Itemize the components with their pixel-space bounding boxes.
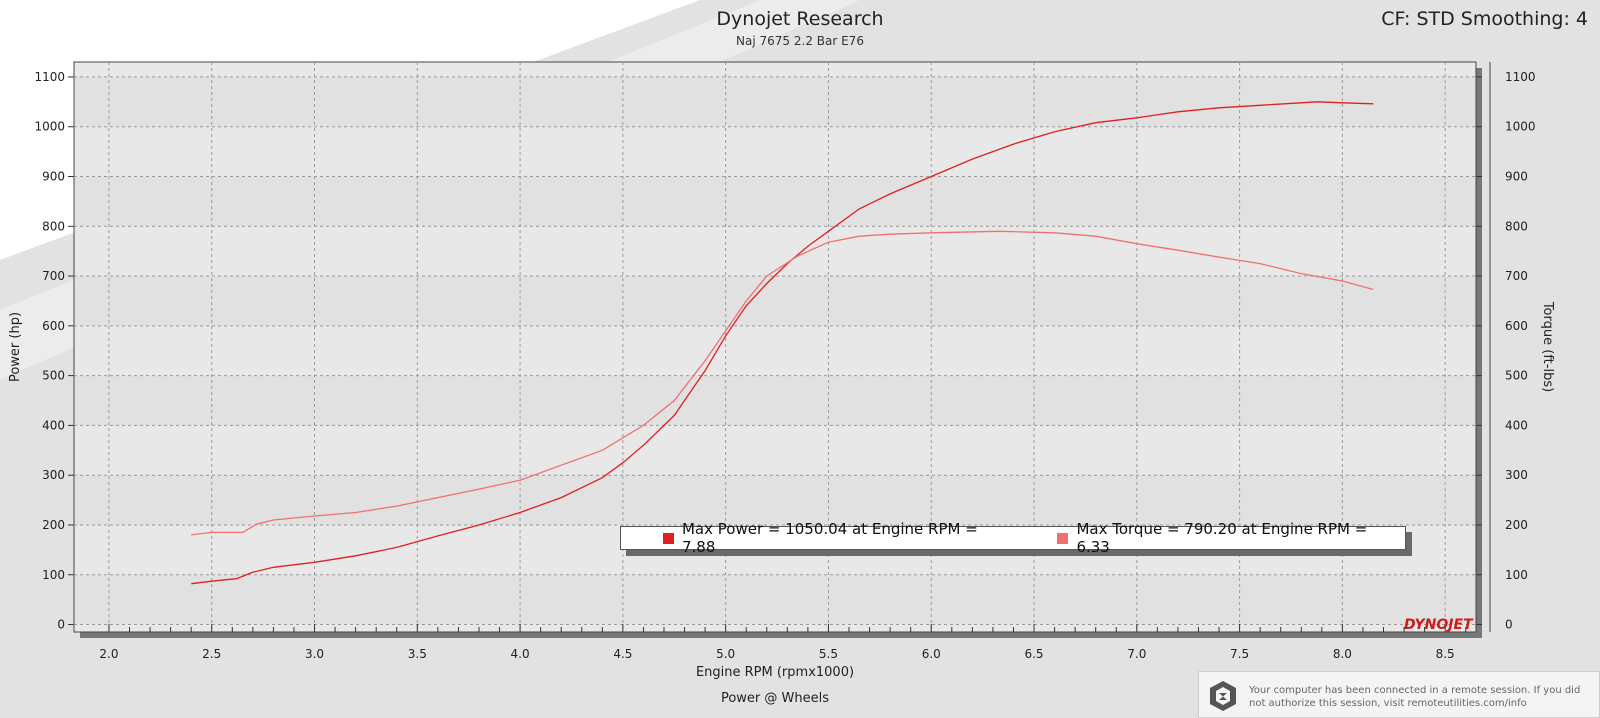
chart-subtitle: Naj 7675 2.2 Bar E76 <box>736 34 864 48</box>
y-tick-label-right: 1000 <box>1505 120 1536 134</box>
x-tick-label: 2.5 <box>202 647 221 661</box>
dynojet-logo: DYNOJET <box>1404 617 1473 633</box>
legend-label-power: Max Power = 1050.04 at Engine RPM = 7.88 <box>681 520 978 556</box>
y-tick-label-left: 900 <box>42 169 65 183</box>
y-tick-label-left: 100 <box>42 568 65 582</box>
x-tick-label: 4.5 <box>613 647 632 661</box>
x-tick-label: 6.5 <box>1024 647 1043 661</box>
x-axis-title: Engine RPM (rpmx1000) <box>696 665 854 680</box>
y-tick-label-right: 100 <box>1505 568 1528 582</box>
remote-session-icon <box>1210 681 1236 711</box>
plot-band <box>75 276 1475 326</box>
legend: Max Power = 1050.04 at Engine RPM = 7.88… <box>620 520 1406 556</box>
x-tick-label: 8.5 <box>1436 647 1455 661</box>
x-tick-label: 5.5 <box>819 647 838 661</box>
y-tick-label-left: 400 <box>42 418 65 432</box>
x-tick-label: 3.0 <box>305 647 324 661</box>
x-tick-label: 6.0 <box>922 647 941 661</box>
y-tick-label-right: 400 <box>1505 418 1528 432</box>
y-axis-title-right: Torque (ft-lbs) <box>1540 301 1555 392</box>
x-tick-label: 2.0 <box>99 647 118 661</box>
series-line-torque <box>191 230 1374 536</box>
y-tick-label-right: 0 <box>1505 618 1513 632</box>
plot-band <box>75 574 1475 625</box>
y-tick-label-right: 300 <box>1505 468 1528 482</box>
remote-session-notice[interactable]: Your computer has been connected in a re… <box>1198 671 1600 718</box>
plot-band <box>75 76 1475 127</box>
x-tick-label: 7.0 <box>1127 647 1146 661</box>
legend-swatch-power <box>663 532 674 544</box>
y-tick-label-left: 600 <box>42 319 65 333</box>
y-tick-label-right: 500 <box>1505 369 1528 383</box>
y-tick-label-left: 700 <box>42 269 65 283</box>
legend-item-power: Max Power = 1050.04 at Engine RPM = 7.88 <box>663 520 1015 556</box>
y-tick-label-right: 1100 <box>1505 70 1536 84</box>
y-tick-label-right: 200 <box>1505 518 1528 532</box>
y-tick-label-left: 300 <box>42 468 65 482</box>
chart-title: Dynojet Research <box>716 8 884 30</box>
plot-band <box>75 475 1475 525</box>
y-axis-title-left: Power (hp) <box>8 312 23 382</box>
y-tick-label-right: 800 <box>1505 219 1528 233</box>
chart-footer: Power @ Wheels <box>721 691 829 706</box>
y-tick-label-left: 800 <box>42 219 65 233</box>
y-tick-label-right: 700 <box>1505 269 1528 283</box>
y-tick-label-right: 900 <box>1505 169 1528 183</box>
y-tick-label-right: 600 <box>1505 319 1528 333</box>
remote-session-text: Your computer has been connected in a re… <box>1249 685 1581 709</box>
y-tick-label-left: 0 <box>57 618 65 632</box>
correction-factor-label: CF: STD Smoothing: 4 <box>1381 8 1588 30</box>
plot-band <box>75 176 1475 227</box>
legend-item-torque: Max Torque = 790.20 at Engine RPM = 6.33 <box>1057 520 1405 556</box>
y-tick-label-left: 200 <box>42 518 65 532</box>
x-tick-label: 3.5 <box>408 647 427 661</box>
plot-band <box>75 375 1475 426</box>
x-tick-label: 8.0 <box>1333 647 1352 661</box>
legend-swatch-torque <box>1057 532 1069 544</box>
y-tick-label-left: 1000 <box>34 120 65 134</box>
x-tick-label: 5.0 <box>716 647 735 661</box>
x-tick-label: 7.5 <box>1230 647 1249 661</box>
y-tick-label-left: 500 <box>42 369 65 383</box>
series-line-power <box>191 101 1374 585</box>
legend-label-torque: Max Torque = 790.20 at Engine RPM = 6.33 <box>1076 520 1368 556</box>
y-tick-label-left: 1100 <box>34 70 65 84</box>
x-tick-label: 4.0 <box>511 647 530 661</box>
